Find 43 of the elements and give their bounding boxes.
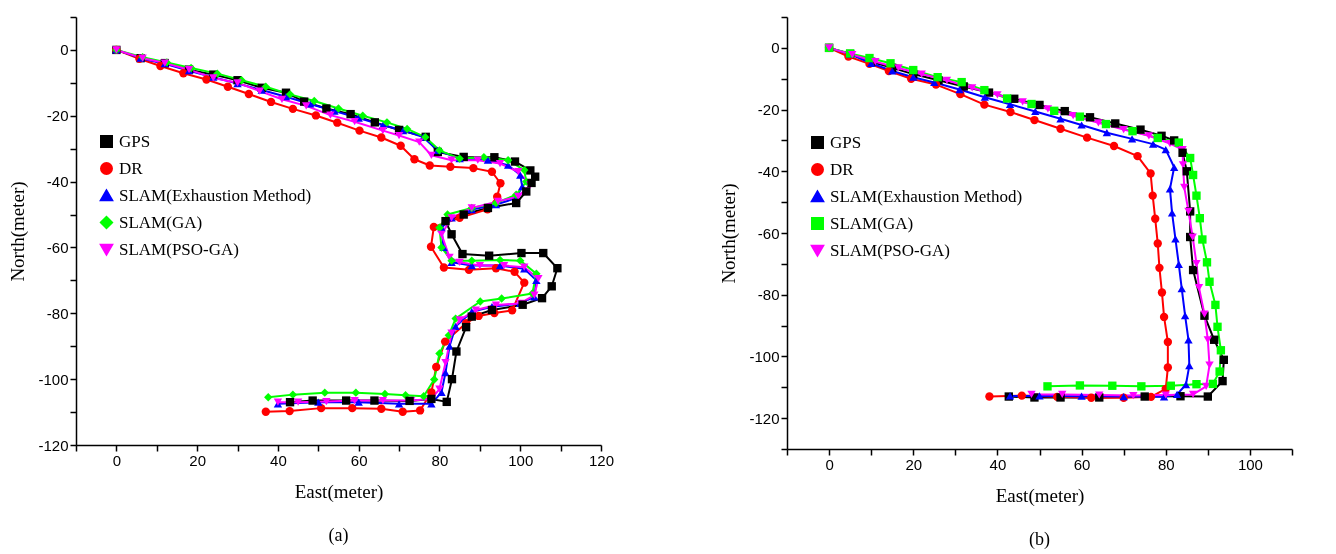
x-tick-label: 0 <box>112 451 122 469</box>
x-tick-label: 100 <box>508 451 534 469</box>
x-tick-label: 20 <box>189 451 206 469</box>
legend-label: SLAM(PSO-GA) <box>830 240 950 260</box>
y-tick-label: -120 <box>38 436 69 454</box>
text: (a) <box>328 525 349 546</box>
x-tick-label: 80 <box>431 451 449 469</box>
x-tick-label: 60 <box>1073 455 1091 473</box>
x-tick-label: 80 <box>1157 455 1175 473</box>
x-tick-label: 120 <box>588 451 615 469</box>
x-axis-title: East(meter) <box>995 484 1085 507</box>
y-tick-label: -40 <box>757 162 780 180</box>
legend-label: SLAM(Exhaustion Method) <box>119 185 312 205</box>
y-tick-label: 0 <box>60 41 69 59</box>
legend-label: SLAM(GA) <box>119 212 203 232</box>
y-tick-label: -20 <box>757 101 780 119</box>
legend-label: SLAM(GA) <box>830 213 914 233</box>
y-tick-label: -80 <box>757 286 780 304</box>
y-tick-label: -100 <box>749 347 780 365</box>
y-tick-label: -60 <box>757 224 780 242</box>
y-tick-label: -60 <box>46 238 69 256</box>
y-tick-label: 0 <box>771 39 780 57</box>
legend-label: DR <box>119 158 144 178</box>
x-axis-title: East(meter) <box>294 480 384 503</box>
y-tick-label: -120 <box>749 409 780 427</box>
legend-label: GPS <box>830 132 862 152</box>
y-axis-title: North(meter) <box>7 181 30 282</box>
y-tick-label: -80 <box>46 304 69 322</box>
legend-label: DR <box>830 159 855 179</box>
legend-label: SLAM(Exhaustion Method) <box>830 186 1023 206</box>
y-tick-label: -40 <box>46 173 69 191</box>
x-tick-label: 60 <box>350 451 368 469</box>
text: (b) <box>1029 529 1050 550</box>
y-tick-label: -100 <box>38 370 69 388</box>
x-tick-label: 100 <box>1237 455 1263 473</box>
y-axis-title: North(meter) <box>718 183 741 284</box>
legend-label: GPS <box>119 131 151 151</box>
x-tick-label: 40 <box>270 451 287 469</box>
x-tick-label: 20 <box>905 455 923 473</box>
x-tick-label: 40 <box>989 455 1007 473</box>
legend-label: SLAM(PSO-GA) <box>119 239 239 259</box>
x-tick-label: 0 <box>825 455 834 473</box>
y-tick-label: -20 <box>46 107 69 125</box>
